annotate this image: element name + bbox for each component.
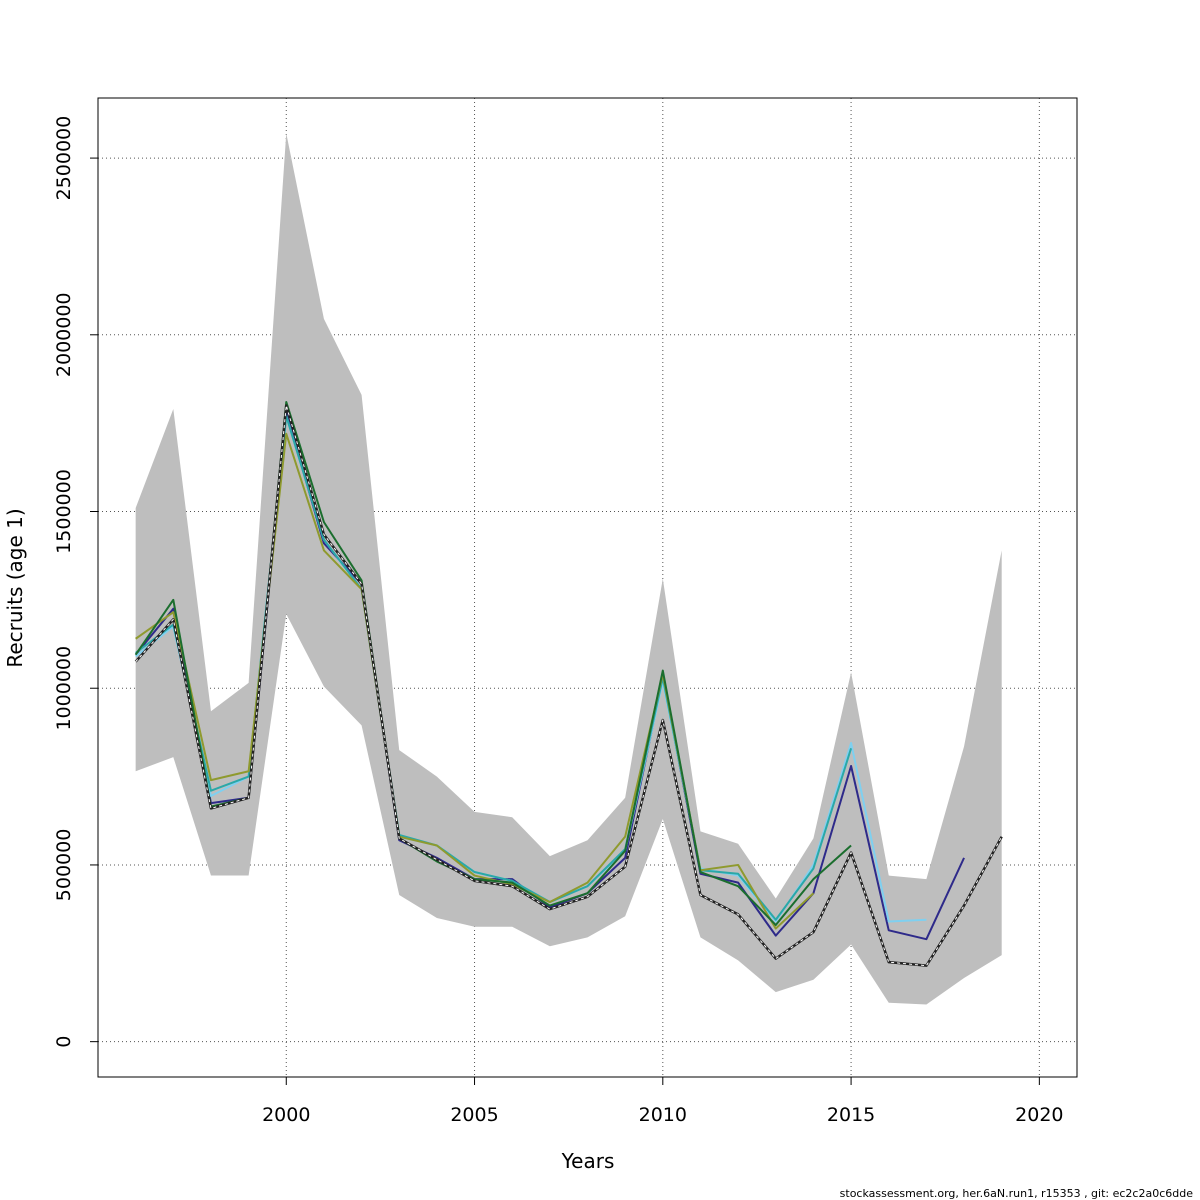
y-axis-ticks: 0 500000 1000000 1500000 2000000 2500000 [53, 116, 98, 1048]
confidence-band-layer [135, 133, 1002, 1005]
plot-frame [97, 97, 1078, 1078]
series-layer [134, 400, 1003, 967]
x-tick-label: 2005 [450, 1104, 498, 1126]
y-tick-label: 1500000 [53, 469, 75, 554]
y-tick-label: 2000000 [53, 292, 75, 377]
x-tick-label: 2000 [262, 1104, 310, 1126]
y-tick-label: 2500000 [53, 116, 75, 201]
x-tick-label: 2015 [827, 1104, 875, 1126]
y-tick-label: 500000 [53, 829, 75, 902]
y-tick-label: 1000000 [53, 646, 75, 731]
footer-credit: stockassessment.org, her.6aN.run1, r1535… [840, 1187, 1194, 1200]
x-axis-ticks: 2000 2005 2010 2015 2020 [262, 1077, 1064, 1126]
x-tick-label: 2010 [639, 1104, 687, 1126]
x-tick-label: 2020 [1015, 1104, 1063, 1126]
y-axis-title: Recruits (age 1) [3, 508, 27, 667]
y-tick-label: 0 [53, 1036, 75, 1048]
series-line-base-under [134, 404, 1003, 967]
x-axis-title: Years [561, 1149, 615, 1173]
confidence-band [135, 133, 1002, 1005]
